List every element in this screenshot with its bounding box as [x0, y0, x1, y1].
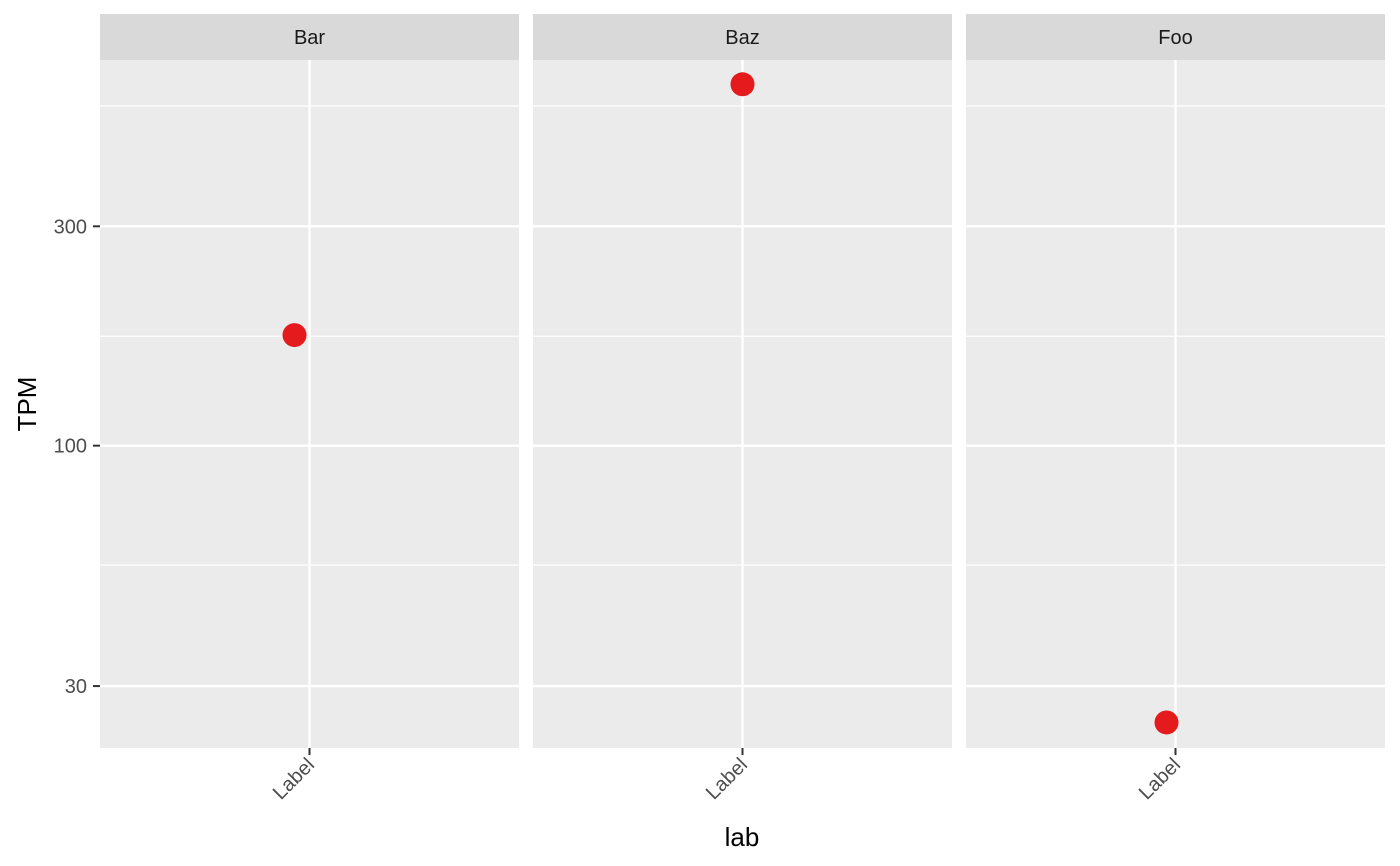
y-axis: 30 100 300 — [54, 216, 100, 698]
x-tick-label: Label — [702, 754, 752, 804]
data-point — [282, 323, 307, 348]
facet-bar: Bar Label — [100, 14, 519, 804]
facet-strip-label: Foo — [1158, 27, 1192, 49]
facet-panels: Bar Label Baz Label Foo Label — [100, 14, 1385, 804]
data-point — [1154, 710, 1179, 735]
facet-strip — [966, 14, 1385, 60]
y-tick-label: 100 — [54, 436, 87, 458]
facet-strip — [533, 14, 952, 60]
facet-strip-label: Baz — [725, 27, 759, 49]
facet-strip — [100, 14, 519, 60]
facet-foo: Foo Label — [966, 14, 1385, 804]
y-axis-title: TPM — [12, 377, 42, 432]
x-axis-title: lab — [725, 822, 760, 852]
y-tick-label: 30 — [65, 676, 87, 698]
facet-baz: Baz Label — [533, 14, 952, 804]
data-point — [730, 72, 755, 97]
x-tick-label: Label — [269, 754, 319, 804]
x-tick-label: Label — [1135, 754, 1185, 804]
y-tick-label: 300 — [54, 216, 87, 238]
facet-strip-label: Bar — [294, 27, 325, 49]
